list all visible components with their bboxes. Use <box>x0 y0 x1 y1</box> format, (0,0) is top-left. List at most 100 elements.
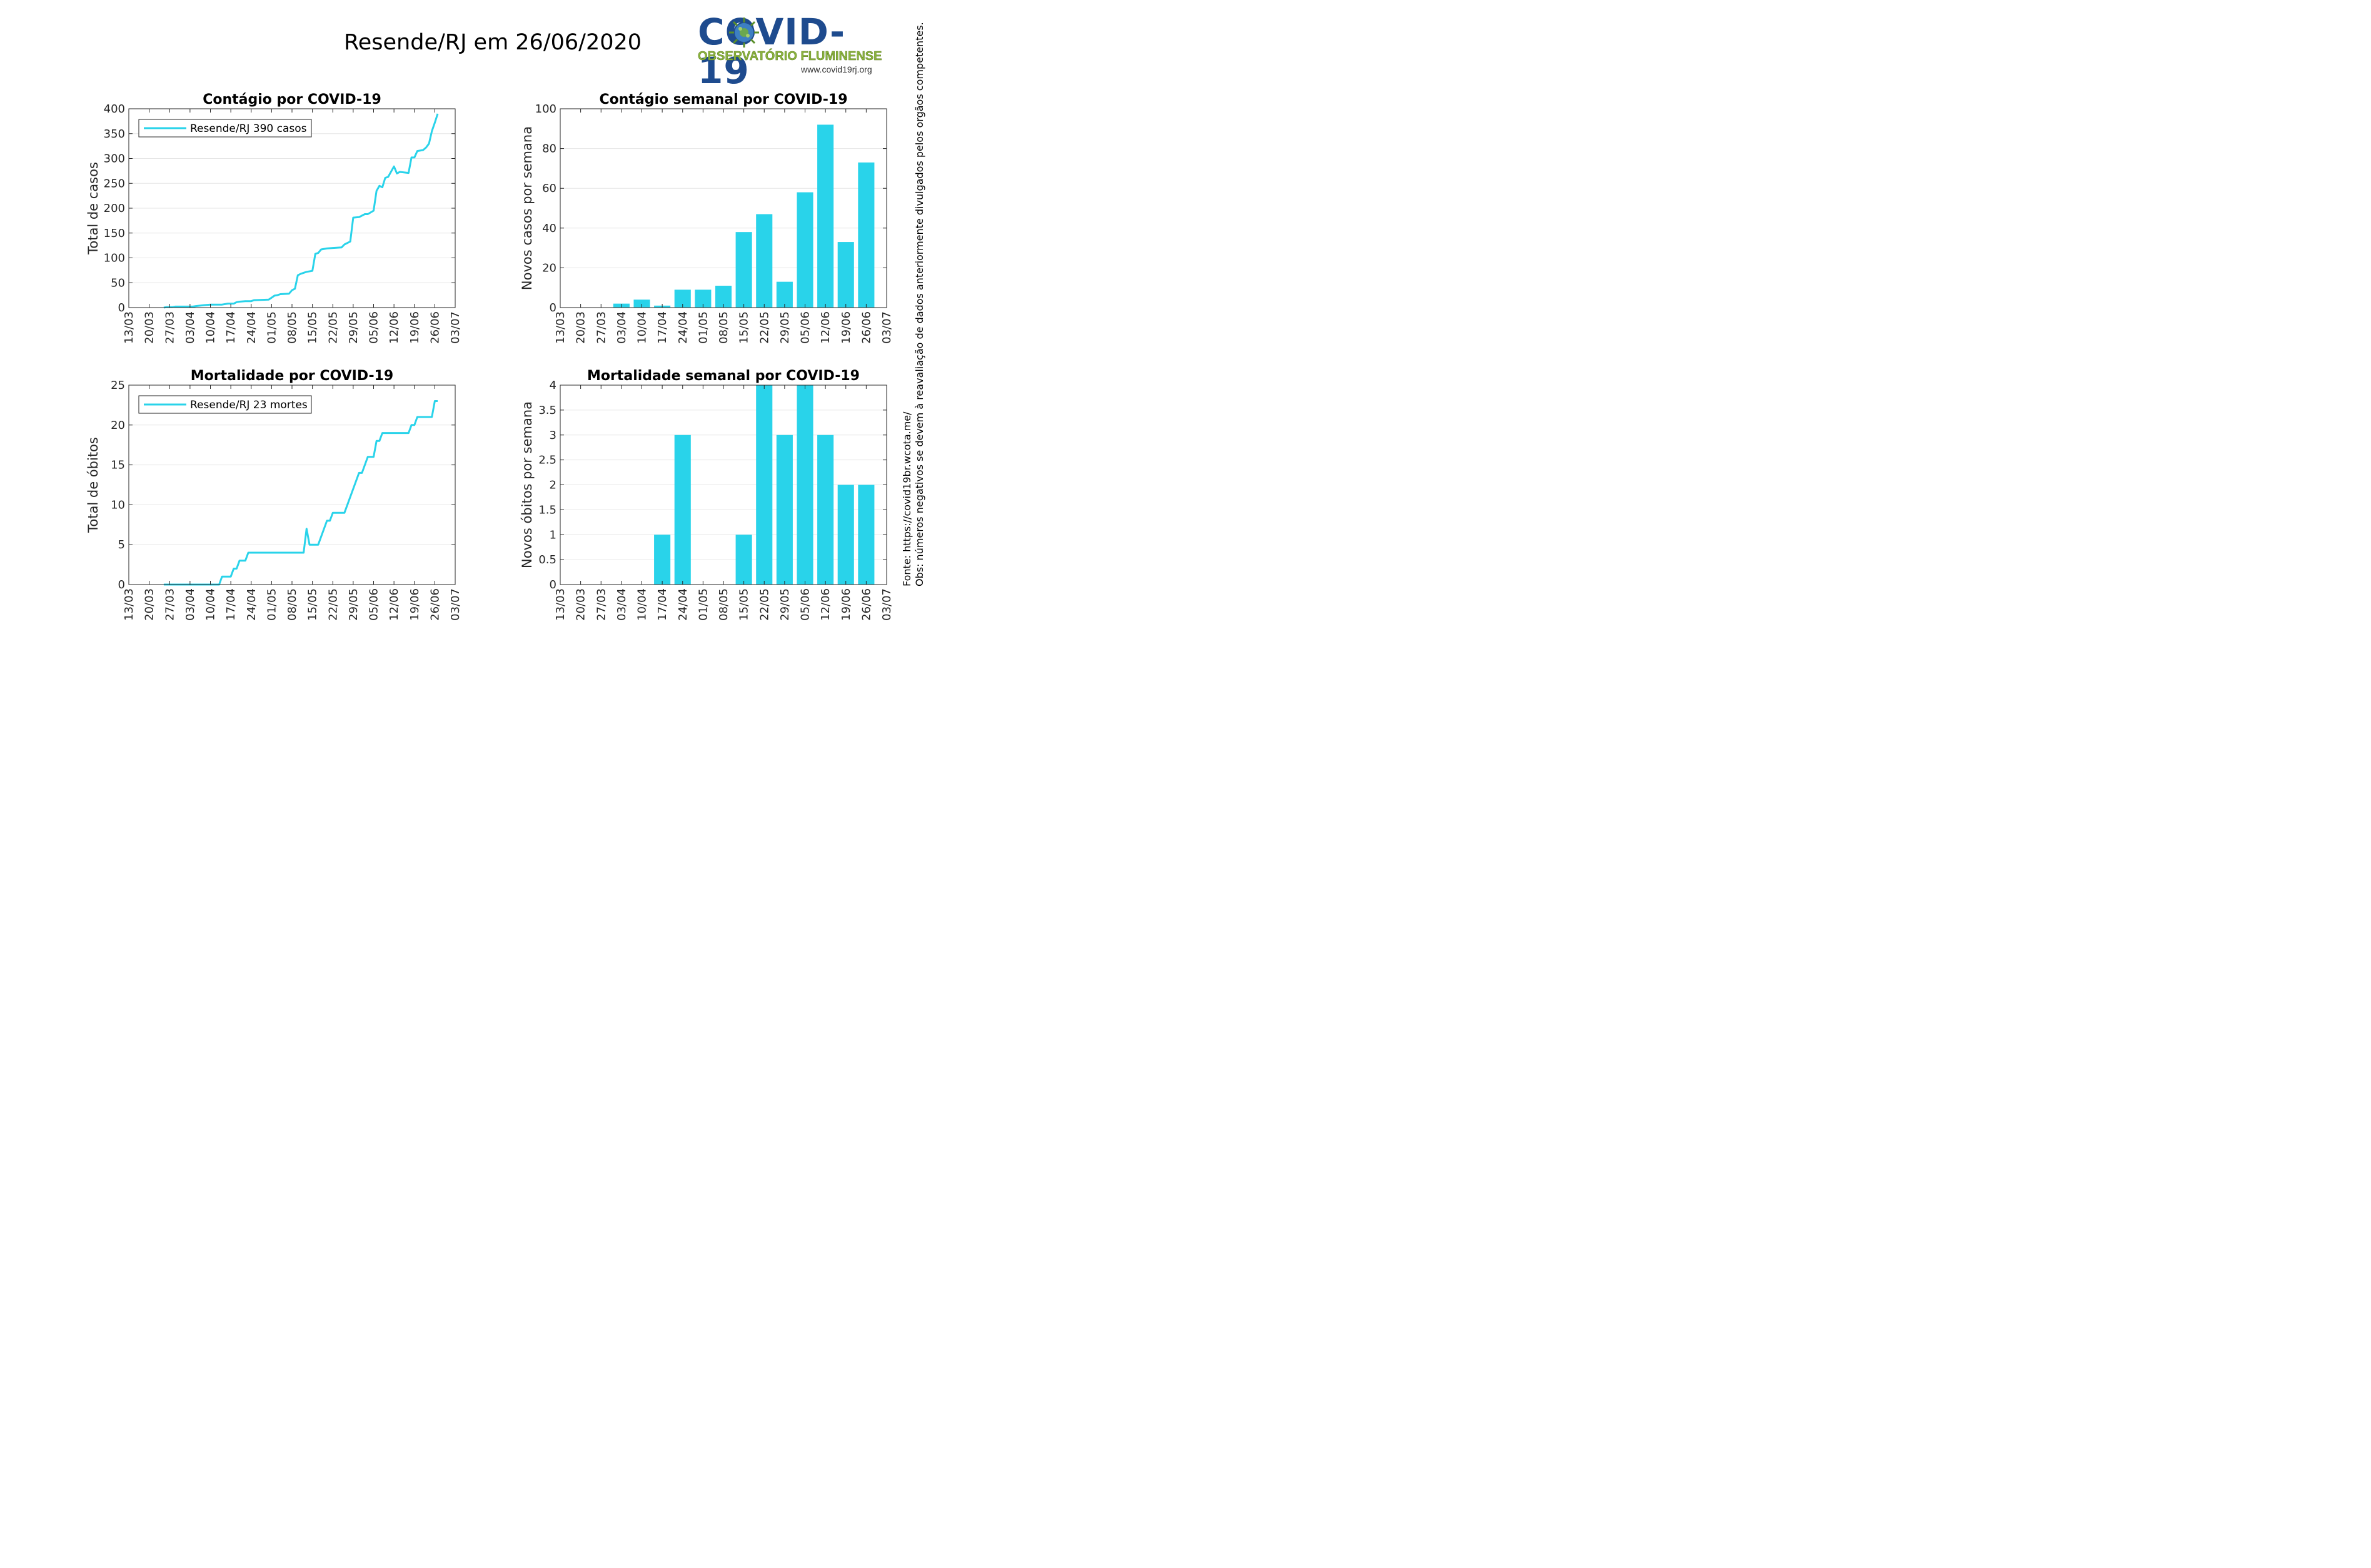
y-tick-label: 1 <box>550 528 556 541</box>
y-tick-label: 2 <box>550 479 556 492</box>
y-axis-label: Novos óbitos por semana <box>520 401 535 568</box>
y-tick-label: 3 <box>550 429 556 442</box>
y-tick-label: 0 <box>118 301 125 314</box>
bar <box>858 162 875 308</box>
y-tick-label: 20 <box>542 261 556 274</box>
y-tick-label: 300 <box>104 153 125 166</box>
x-tick-label: 13/03 <box>123 311 136 344</box>
x-tick-label: 24/04 <box>245 588 258 621</box>
chart-title: Mortalidade semanal por COVID-19 <box>587 368 860 384</box>
x-tick-label: 29/05 <box>347 588 360 621</box>
x-tick-label: 19/06 <box>840 588 853 621</box>
legend-label: Resende/RJ 23 mortes <box>190 399 308 411</box>
y-tick-label: 5 <box>118 538 125 551</box>
bar <box>735 535 752 585</box>
y-tick-label: 15 <box>111 459 125 472</box>
x-tick-label: 01/05 <box>265 311 278 344</box>
y-tick-label: 2.5 <box>538 454 556 467</box>
logo-url: www.covid19rj.org <box>801 64 872 74</box>
x-tick-label: 10/04 <box>204 311 218 344</box>
y-tick-label: 100 <box>104 252 125 265</box>
x-tick-label: 01/05 <box>697 311 710 344</box>
x-tick-label: 03/04 <box>184 588 197 621</box>
bar <box>837 485 854 585</box>
x-tick-label: 13/03 <box>123 588 136 621</box>
x-tick-label: 03/07 <box>880 588 894 621</box>
x-tick-label: 08/05 <box>286 588 299 621</box>
y-axis-label: Total de óbitos <box>86 437 101 533</box>
x-tick-label: 20/03 <box>143 588 156 621</box>
x-tick-label: 29/05 <box>778 311 792 344</box>
x-tick-label: 05/06 <box>368 588 381 621</box>
x-tick-label: 29/05 <box>347 311 360 344</box>
bar <box>674 435 691 585</box>
chart-panel-deaths: 0 5 10 15 20 25 13/03 20/03 27/03 03/04 10/04 17/04… <box>86 368 462 621</box>
y-tick-label: 100 <box>535 103 556 116</box>
bar <box>858 485 875 585</box>
bar <box>654 535 671 585</box>
x-tick-label: 12/06 <box>819 311 832 344</box>
x-tick-label: 03/07 <box>449 311 462 344</box>
x-tick-label: 19/06 <box>840 311 853 344</box>
source-note: Fonte: https://covid19br.wcota.me/ <box>901 411 913 586</box>
x-tick-label: 15/05 <box>306 588 320 621</box>
x-tick-label: 27/03 <box>163 311 176 344</box>
x-tick-label: 24/04 <box>245 311 258 344</box>
x-tick-label: 27/03 <box>163 588 176 621</box>
x-tick-label: 26/06 <box>428 311 441 344</box>
series-line <box>163 113 439 309</box>
y-tick-label: 80 <box>542 143 556 156</box>
x-tick-label: 12/06 <box>388 588 401 621</box>
x-tick-label: 29/05 <box>778 588 792 621</box>
x-tick-label: 05/06 <box>368 311 381 344</box>
series-line <box>163 400 438 586</box>
x-tick-label: 03/07 <box>449 588 462 621</box>
x-tick-label: 15/05 <box>738 588 751 621</box>
x-tick-label: 22/05 <box>758 588 771 621</box>
bar <box>797 192 813 308</box>
x-tick-label: 03/04 <box>615 311 628 344</box>
bar <box>817 435 834 585</box>
x-tick-label: 19/06 <box>408 588 421 621</box>
bar <box>756 214 773 308</box>
y-tick-label: 1.5 <box>538 503 556 516</box>
bar <box>756 385 773 585</box>
y-tick-label: 40 <box>542 222 556 235</box>
x-tick-label: 10/04 <box>204 588 218 621</box>
y-tick-label: 4 <box>550 379 556 392</box>
x-tick-label: 12/06 <box>388 311 401 344</box>
y-tick-label: 0 <box>118 578 125 591</box>
y-tick-label: 25 <box>111 379 125 392</box>
y-axis-label: Novos casos por semana <box>520 126 535 290</box>
x-tick-label: 10/04 <box>636 311 649 344</box>
x-tick-label: 26/06 <box>860 311 873 344</box>
bar <box>817 124 834 308</box>
x-tick-label: 12/06 <box>819 588 832 621</box>
x-tick-label: 05/06 <box>799 311 812 344</box>
x-tick-label: 22/05 <box>326 311 340 344</box>
y-tick-label: 250 <box>104 177 125 190</box>
y-tick-label: 3.5 <box>538 404 556 417</box>
x-tick-label: 13/03 <box>554 588 567 621</box>
x-tick-label: 27/03 <box>595 311 608 344</box>
obs-note: Obs: números negativos se devem à reaval… <box>914 22 925 586</box>
x-tick-label: 17/04 <box>224 311 238 344</box>
x-tick-label: 03/07 <box>880 311 894 344</box>
logo-subtitle: OBSERVATÓRIO FLUMINENSE <box>698 49 882 64</box>
x-tick-label: 15/05 <box>738 311 751 344</box>
chart-panel-cases: 0 50 100 150 200 250 300 350 400 13/03 20/03 27/03 0… <box>86 92 462 344</box>
y-tick-label: 200 <box>104 202 125 215</box>
x-tick-label: 17/04 <box>656 588 669 621</box>
chart-title: Mortalidade por COVID-19 <box>191 368 393 384</box>
y-tick-label: 60 <box>542 182 556 195</box>
x-tick-label: 15/05 <box>306 311 320 344</box>
x-tick-label: 17/04 <box>656 311 669 344</box>
chart-panel-weekly-cases: 0 20 40 60 80 100 13/03 20/03 27/03 03/04 10/04 17/… <box>520 92 894 344</box>
x-tick-label: 05/06 <box>799 588 812 621</box>
bar <box>776 435 793 585</box>
x-tick-label: 24/04 <box>677 311 690 344</box>
x-tick-label: 20/03 <box>143 311 156 344</box>
x-tick-label: 10/04 <box>636 588 649 621</box>
x-tick-label: 20/03 <box>575 311 588 344</box>
